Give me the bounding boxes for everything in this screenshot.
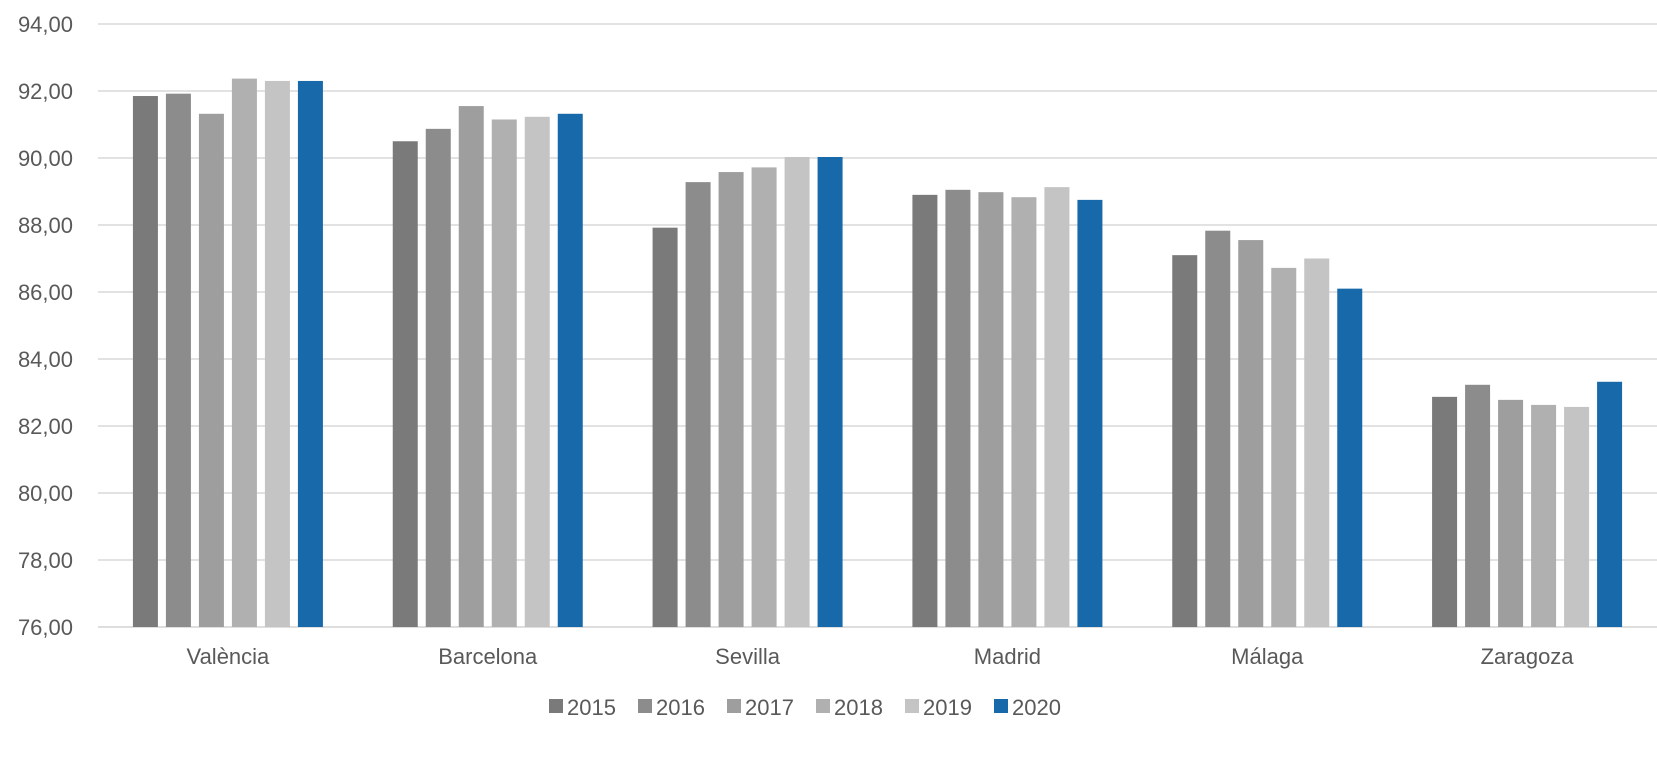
category-label: Sevilla bbox=[715, 644, 781, 669]
bar-2016-1 bbox=[425, 128, 451, 628]
legend-item-2020: 2020 bbox=[994, 695, 1061, 720]
bar-2018-1 bbox=[491, 119, 517, 627]
bar-2020-3 bbox=[1077, 199, 1103, 627]
bar-2015-1 bbox=[392, 141, 418, 627]
y-tick-label: 90,00 bbox=[18, 146, 73, 171]
y-tick-label: 92,00 bbox=[18, 79, 73, 104]
legend-label: 2016 bbox=[656, 695, 705, 720]
bar-2018-5 bbox=[1531, 404, 1557, 627]
legend-label: 2019 bbox=[923, 695, 972, 720]
bar-2015-5 bbox=[1432, 396, 1458, 627]
bar-2016-2 bbox=[685, 182, 711, 627]
bar-2017-1 bbox=[458, 106, 484, 627]
bar-2020-4 bbox=[1337, 288, 1363, 627]
bar-2019-0 bbox=[264, 80, 290, 627]
category-label: Madrid bbox=[974, 644, 1041, 669]
category-label: Barcelona bbox=[438, 644, 538, 669]
category-label: València bbox=[187, 644, 271, 669]
bar-2015-3 bbox=[912, 194, 938, 627]
legend-item-2016: 2016 bbox=[638, 695, 705, 720]
bar-2018-3 bbox=[1011, 197, 1037, 627]
legend-swatch bbox=[727, 699, 741, 713]
legend-swatch bbox=[638, 699, 652, 713]
category-label: Málaga bbox=[1231, 644, 1304, 669]
bar-2019-5 bbox=[1564, 406, 1590, 627]
bar-2019-1 bbox=[524, 116, 550, 628]
legend-item-2019: 2019 bbox=[905, 695, 972, 720]
legend-swatch bbox=[549, 699, 563, 713]
bar-2017-3 bbox=[978, 192, 1004, 628]
bar-2018-4 bbox=[1271, 267, 1297, 627]
bar-2020-0 bbox=[297, 80, 323, 627]
legend-swatch bbox=[816, 699, 830, 713]
bar-2020-2 bbox=[817, 156, 843, 627]
legend: 2015 2016 2017 2018 2019 2020 bbox=[549, 695, 1061, 720]
legend-label: 2018 bbox=[834, 695, 883, 720]
y-axis-ticks: 94,00 92,00 90,00 88,00 86,00 84,00 82,00 80,00… bbox=[18, 12, 73, 640]
legend-swatch bbox=[905, 699, 919, 713]
legend-label: 2015 bbox=[567, 695, 616, 720]
y-tick-label: 88,00 bbox=[18, 213, 73, 238]
bar-2015-2 bbox=[652, 227, 678, 627]
bar-2019-2 bbox=[784, 156, 810, 627]
bars bbox=[132, 78, 1623, 628]
y-tick-label: 76,00 bbox=[18, 615, 73, 640]
legend-label: 2017 bbox=[745, 695, 794, 720]
x-axis-categories: València Barcelona Sevilla Madrid Málaga Zara… bbox=[187, 644, 1575, 669]
legend-item-2015: 2015 bbox=[549, 695, 616, 720]
bar-2020-5 bbox=[1597, 381, 1623, 627]
bar-2017-0 bbox=[198, 113, 224, 627]
bar-2016-0 bbox=[165, 93, 191, 628]
bar-2016-3 bbox=[945, 189, 971, 627]
bar-2019-4 bbox=[1304, 258, 1330, 627]
bar-2016-4 bbox=[1205, 230, 1231, 627]
gridlines bbox=[98, 23, 1657, 628]
category-label: Zaragoza bbox=[1481, 644, 1575, 669]
y-tick-label: 80,00 bbox=[18, 481, 73, 506]
y-tick-label: 82,00 bbox=[18, 414, 73, 439]
bar-2015-0 bbox=[132, 96, 158, 627]
bar-2017-5 bbox=[1498, 399, 1524, 627]
bar-2020-1 bbox=[557, 113, 583, 627]
y-tick-label: 84,00 bbox=[18, 347, 73, 372]
legend-item-2017: 2017 bbox=[727, 695, 794, 720]
bar-2017-2 bbox=[718, 172, 744, 627]
bar-2018-0 bbox=[231, 78, 257, 628]
legend-item-2018: 2018 bbox=[816, 695, 883, 720]
legend-label: 2020 bbox=[1012, 695, 1061, 720]
y-tick-label: 78,00 bbox=[18, 548, 73, 573]
bar-2015-4 bbox=[1172, 255, 1198, 627]
bar-2019-3 bbox=[1044, 187, 1070, 627]
y-tick-label: 86,00 bbox=[18, 280, 73, 305]
bar-2016-5 bbox=[1465, 384, 1491, 627]
bar-2017-4 bbox=[1238, 240, 1264, 627]
bar-2018-2 bbox=[751, 167, 777, 627]
y-tick-label: 94,00 bbox=[18, 12, 73, 37]
legend-swatch bbox=[994, 699, 1008, 713]
